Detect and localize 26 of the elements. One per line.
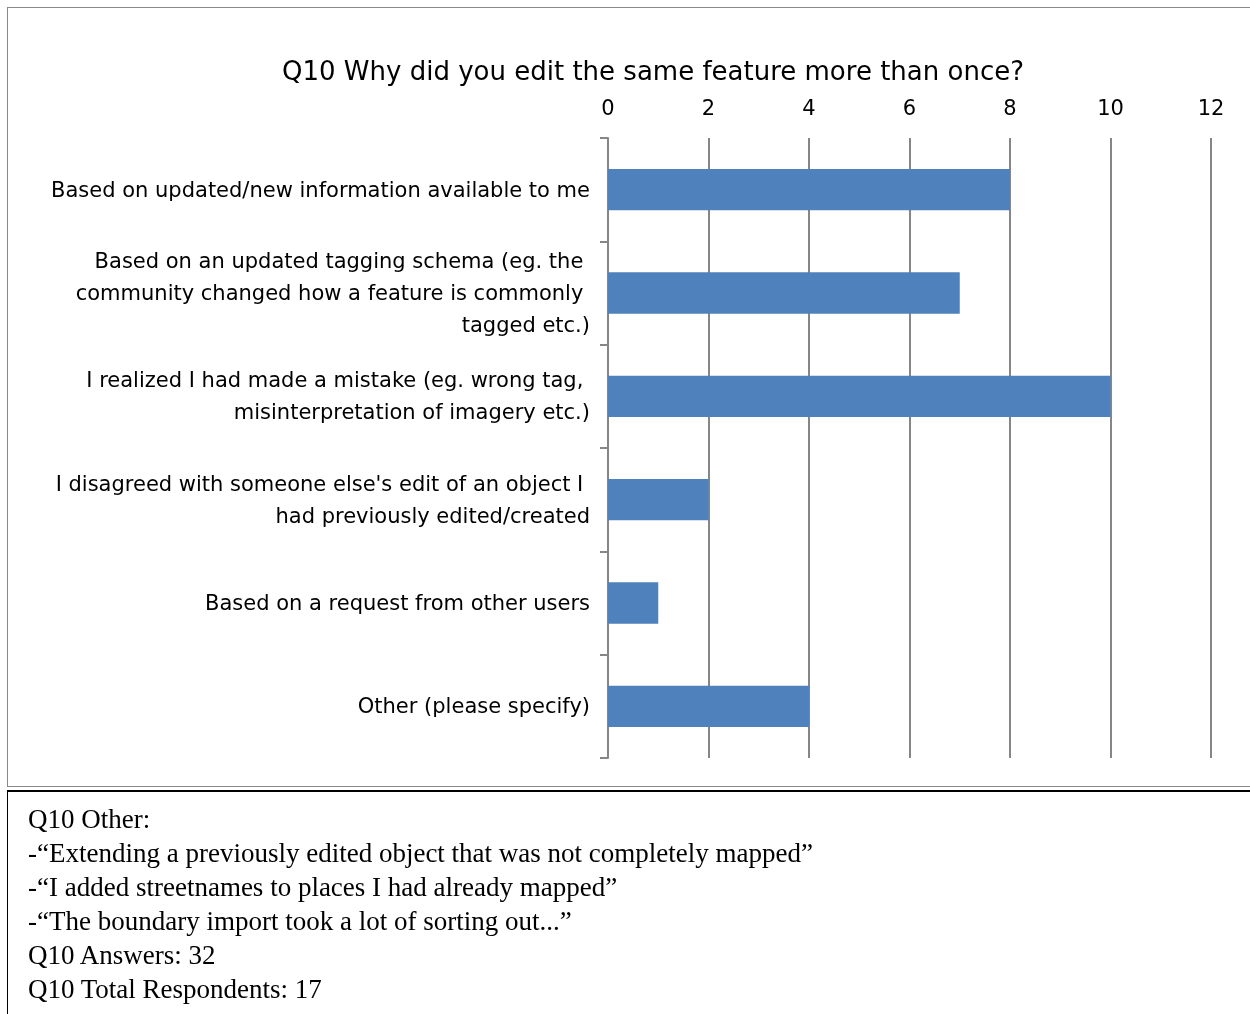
bar [608, 685, 809, 727]
bar [608, 479, 709, 521]
y-tick-label: Based on a request from other users [205, 591, 590, 615]
y-tick-label: I realized I had made a mistake (eg. wrong tag, misinterpretation of imagery etc.) [86, 368, 590, 425]
x-tick-label: 6 [902, 95, 917, 120]
text: -“I added streetnames to places I had already mapped” [28, 871, 619, 904]
x-tick-label: 8 [1003, 95, 1017, 120]
bar [608, 582, 659, 624]
y-tick-label: Based on updated/new information available to me [51, 177, 590, 202]
x-tick-label: 4 [802, 95, 816, 120]
x-tick-label: 12 [1197, 95, 1225, 120]
bar [608, 272, 960, 314]
text: -“The boundary import took a lot of sorting out...” [28, 905, 573, 938]
x-tick-label: 2 [701, 95, 716, 120]
text: Q10 Answers: 32 [28, 939, 217, 972]
text: Q10 Other: [28, 803, 152, 836]
x-tick-label: 0 [601, 95, 615, 120]
y-tick-label: I disagreed with someone else's edit of an object I had previously edited/created [55, 471, 590, 528]
y-tick-label: Based on an updated tagging schema (eg. the community changed how a feature is commonly tagged etc.) [75, 249, 590, 337]
text: -“Extending a previously edited object that was not completely mapped” [28, 837, 814, 870]
bar [608, 169, 1010, 211]
chart-title: Q10 Why did you edit the same feature more than once? [282, 56, 1024, 86]
bar [608, 375, 1111, 417]
y-tick-label: Other (please specify) [357, 694, 590, 719]
x-tick-label: 10 [1097, 95, 1124, 120]
text: Q10 Total Respondents: 17 [28, 973, 323, 1006]
